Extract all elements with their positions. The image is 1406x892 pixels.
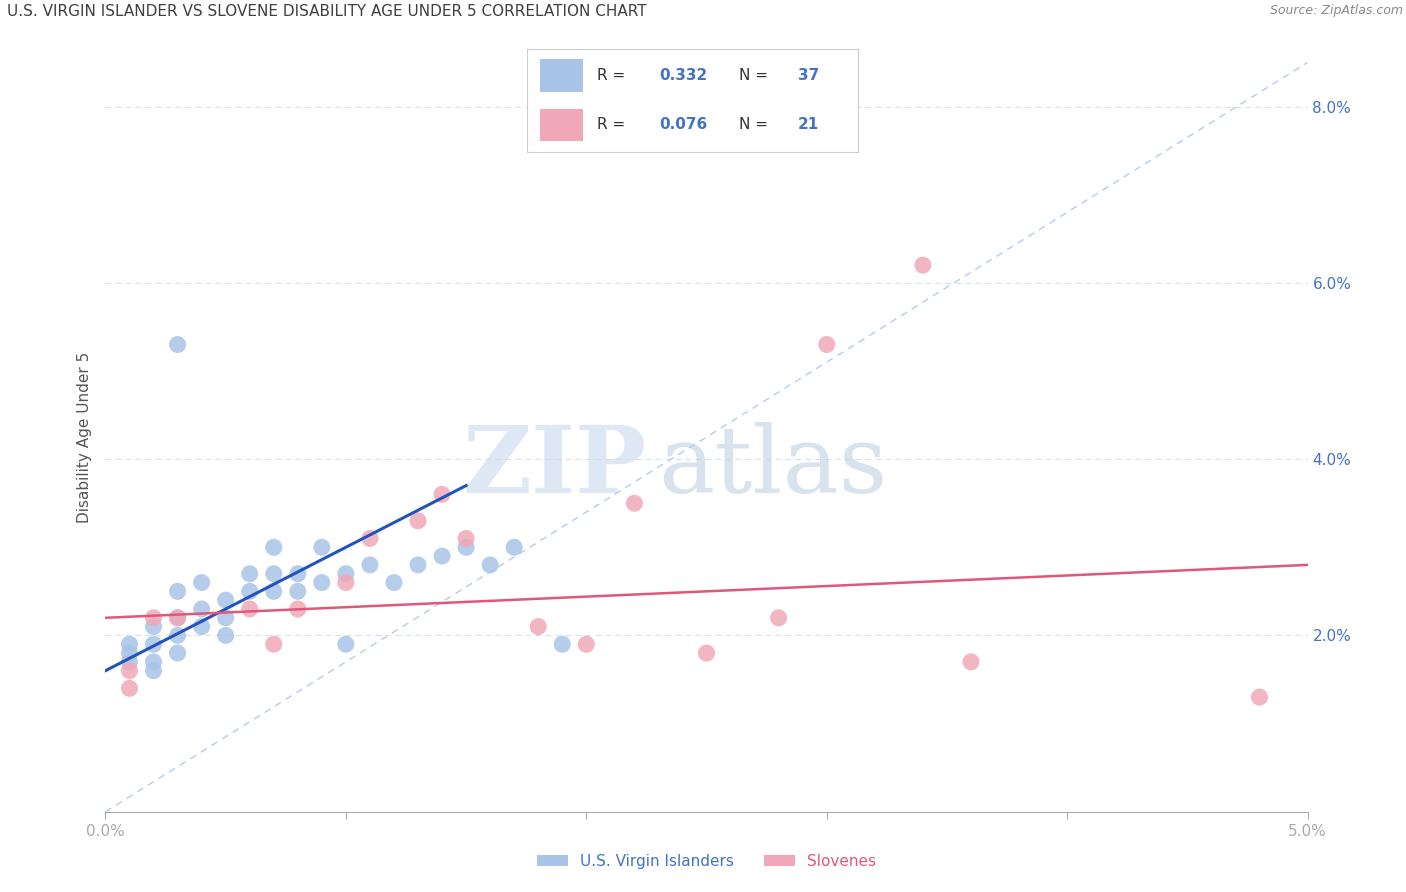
Point bbox=[118, 655, 141, 669]
Point bbox=[454, 532, 477, 546]
Point bbox=[190, 575, 212, 590]
Point bbox=[527, 619, 550, 633]
Point bbox=[960, 655, 983, 669]
Point bbox=[118, 681, 141, 696]
Point bbox=[166, 646, 188, 660]
Point bbox=[503, 541, 526, 555]
Point bbox=[815, 337, 838, 351]
Point bbox=[575, 637, 598, 651]
Point bbox=[263, 637, 285, 651]
Point bbox=[382, 575, 405, 590]
Text: N =: N = bbox=[738, 68, 772, 83]
Point bbox=[214, 628, 236, 642]
Point bbox=[406, 514, 429, 528]
Point bbox=[287, 602, 309, 616]
Point bbox=[166, 611, 188, 625]
Text: 0.332: 0.332 bbox=[659, 68, 707, 83]
Point bbox=[166, 628, 188, 642]
Point bbox=[335, 566, 357, 581]
Point bbox=[551, 637, 574, 651]
Text: ZIP: ZIP bbox=[463, 422, 647, 512]
Text: 37: 37 bbox=[799, 68, 820, 83]
Point bbox=[454, 541, 477, 555]
Point bbox=[430, 549, 453, 563]
Text: R =: R = bbox=[596, 118, 630, 133]
Point bbox=[335, 575, 357, 590]
Text: 0.076: 0.076 bbox=[659, 118, 707, 133]
Text: Source: ZipAtlas.com: Source: ZipAtlas.com bbox=[1270, 4, 1403, 18]
Point bbox=[359, 532, 381, 546]
Point bbox=[311, 575, 333, 590]
Point bbox=[142, 664, 165, 678]
Point bbox=[696, 646, 718, 660]
Text: 21: 21 bbox=[799, 118, 820, 133]
Text: atlas: atlas bbox=[658, 422, 887, 512]
Point bbox=[239, 566, 262, 581]
Point bbox=[239, 602, 262, 616]
Point bbox=[118, 646, 141, 660]
Point bbox=[142, 637, 165, 651]
Point bbox=[911, 258, 934, 272]
Point bbox=[287, 566, 309, 581]
Point bbox=[118, 637, 141, 651]
Point bbox=[263, 566, 285, 581]
Point bbox=[239, 584, 262, 599]
Point bbox=[166, 337, 188, 351]
Y-axis label: Disability Age Under 5: Disability Age Under 5 bbox=[77, 351, 93, 523]
Bar bbox=[540, 109, 583, 141]
Point bbox=[190, 602, 212, 616]
Point bbox=[142, 611, 165, 625]
Point bbox=[335, 637, 357, 651]
Point bbox=[214, 593, 236, 607]
Text: R =: R = bbox=[596, 68, 630, 83]
Point bbox=[1249, 690, 1271, 705]
Text: U.S. VIRGIN ISLANDER VS SLOVENE DISABILITY AGE UNDER 5 CORRELATION CHART: U.S. VIRGIN ISLANDER VS SLOVENE DISABILI… bbox=[7, 4, 647, 20]
Text: N =: N = bbox=[738, 118, 772, 133]
Point bbox=[287, 584, 309, 599]
Point bbox=[263, 584, 285, 599]
Point bbox=[623, 496, 645, 510]
Point bbox=[263, 541, 285, 555]
Point bbox=[311, 541, 333, 555]
Point bbox=[214, 611, 236, 625]
Point bbox=[190, 619, 212, 633]
Point bbox=[142, 619, 165, 633]
Bar bbox=[540, 59, 583, 92]
Point bbox=[166, 611, 188, 625]
Point bbox=[479, 558, 502, 572]
Point bbox=[142, 655, 165, 669]
Legend: U.S. Virgin Islanders, Slovenes: U.S. Virgin Islanders, Slovenes bbox=[531, 848, 882, 875]
Point bbox=[768, 611, 790, 625]
Point bbox=[406, 558, 429, 572]
Point bbox=[430, 487, 453, 501]
Point bbox=[359, 558, 381, 572]
Point bbox=[118, 664, 141, 678]
Point bbox=[166, 584, 188, 599]
